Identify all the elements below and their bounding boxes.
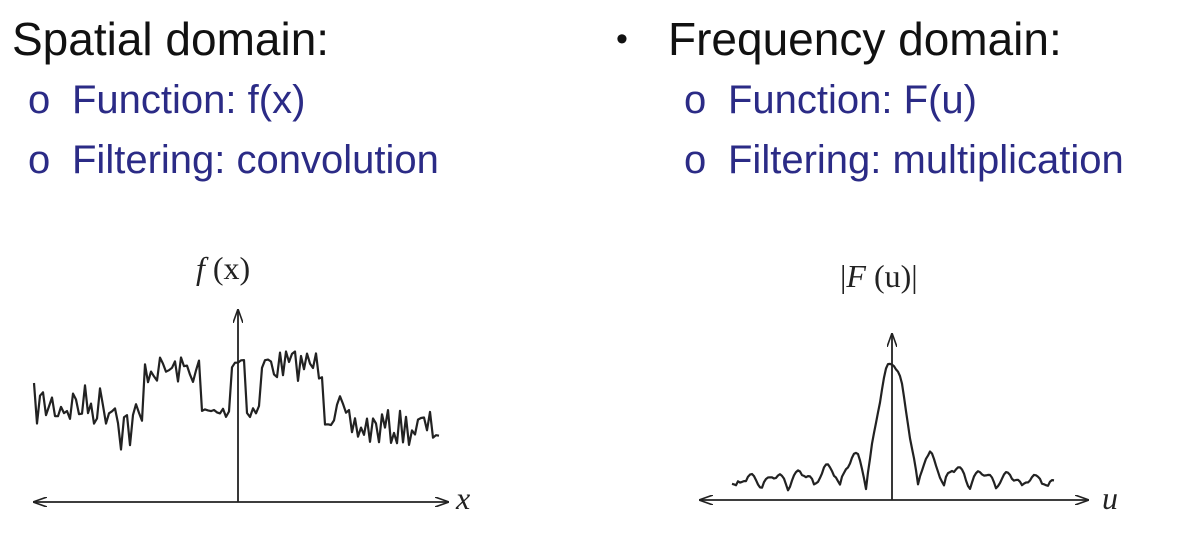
spatial-filtering-text: Filtering: convolution: [72, 138, 439, 182]
list-marker: o: [28, 138, 51, 182]
spatial-function-item: o Function: f(x): [28, 80, 305, 120]
spatial-function-text: Function: f(x): [72, 78, 306, 122]
frequency-y-label-func: F: [846, 258, 866, 294]
frequency-y-label-bar-right: |: [911, 258, 918, 294]
list-marker: o: [28, 78, 51, 122]
frequency-y-label-arg: (u): [873, 258, 912, 294]
spatial-y-label-arg: (x): [212, 250, 251, 286]
spatial-y-label: f (x): [196, 252, 250, 284]
spatial-y-label-func: f: [196, 250, 205, 286]
frequency-domain-heading: Frequency domain:: [668, 13, 1062, 65]
spatial-filtering-item: o Filtering: convolution: [28, 140, 439, 180]
frequency-bullet: •: [616, 20, 628, 58]
frequency-x-label: u: [1102, 480, 1118, 516]
frequency-y-label: |F (u)|: [840, 260, 918, 292]
spatial-signal-curve: [32, 350, 440, 451]
list-marker: o: [684, 138, 707, 182]
frequency-function-text: Function: F(u): [728, 78, 977, 122]
frequency-function-item: o Function: F(u): [684, 80, 977, 120]
frequency-magnitude-curve: [731, 362, 1055, 492]
list-marker: o: [684, 78, 707, 122]
spatial-domain-heading: Spatial domain:: [12, 13, 330, 65]
spatial-x-label: x: [456, 480, 471, 516]
frequency-filtering-item: o Filtering: multiplication: [684, 140, 1124, 180]
frequency-filtering-text: Filtering: multiplication: [728, 138, 1124, 182]
frequency-y-label-bar-left: |: [840, 258, 847, 294]
